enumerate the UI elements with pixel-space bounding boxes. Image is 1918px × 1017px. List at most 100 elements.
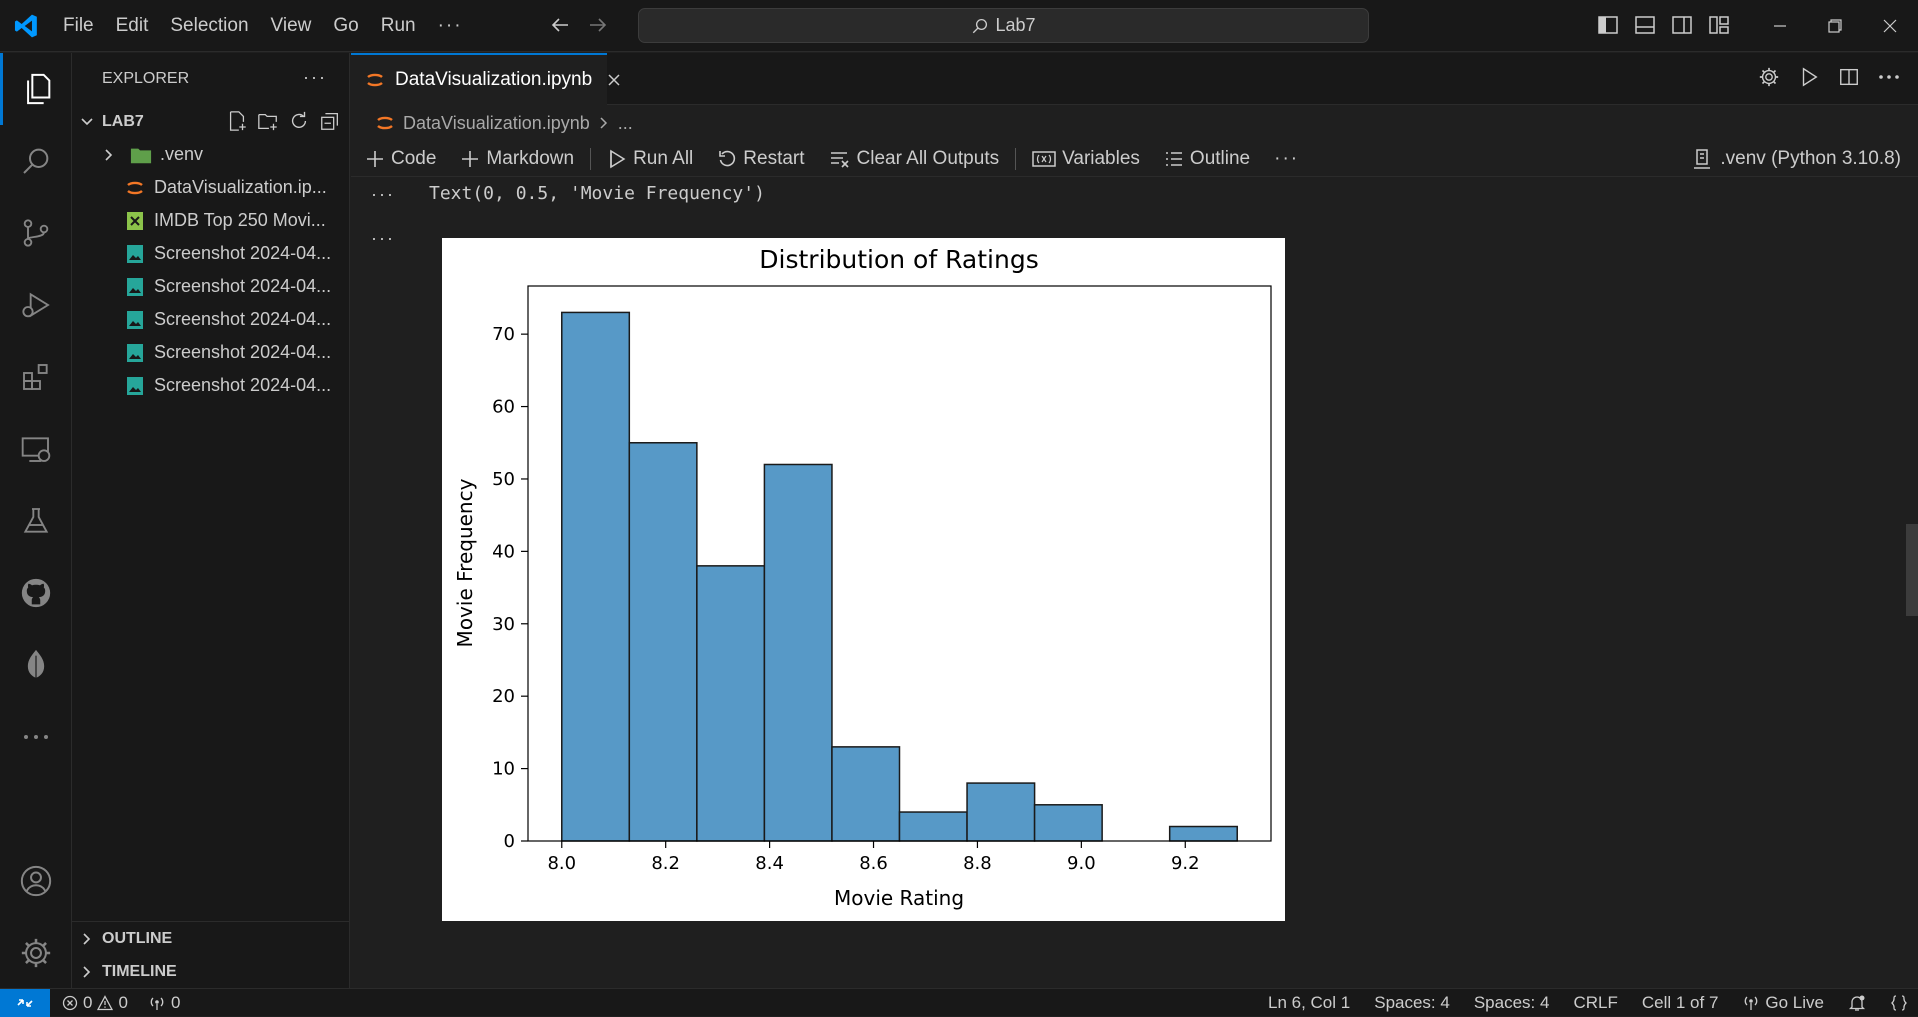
minimize-button[interactable] bbox=[1752, 0, 1807, 52]
more-views-icon[interactable] bbox=[0, 701, 72, 773]
histogram-bar bbox=[628, 442, 698, 842]
warning-icon bbox=[97, 995, 114, 1011]
restore-button[interactable] bbox=[1807, 0, 1862, 52]
outline-button[interactable]: Outline bbox=[1164, 148, 1250, 170]
toggle-primary-sidebar-icon[interactable] bbox=[1596, 13, 1620, 37]
new-folder-icon[interactable] bbox=[257, 110, 279, 132]
ports-status[interactable]: 0 bbox=[148, 993, 180, 1013]
histogram-output: Distribution of Ratings 8.0 8.2 8.4 8.6 8.8 9… bbox=[442, 238, 1285, 921]
breadcrumb-file[interactable]: DataVisualization.ipynb bbox=[403, 112, 590, 133]
remote-explorer-icon[interactable] bbox=[0, 413, 72, 485]
tree-item-excel[interactable]: IMDB Top 250 Movi... bbox=[72, 204, 349, 237]
menu-more-button[interactable]: ··· bbox=[437, 14, 463, 36]
problems-status[interactable]: 0 0 bbox=[62, 993, 128, 1013]
remote-indicator-icon[interactable] bbox=[0, 989, 50, 1017]
histogram-bar bbox=[898, 811, 968, 842]
run-debug-icon[interactable] bbox=[0, 269, 72, 341]
toolbar-more-button[interactable]: ··· bbox=[1274, 148, 1299, 170]
add-markdown-cell-button[interactable]: Markdown bbox=[460, 148, 574, 170]
explorer-header: EXPLORER ··· bbox=[72, 53, 349, 105]
toggle-panel-icon[interactable] bbox=[1633, 13, 1657, 37]
braces-icon[interactable] bbox=[1890, 994, 1908, 1012]
explorer-icon[interactable] bbox=[0, 53, 72, 125]
menu-run[interactable]: Run bbox=[380, 14, 416, 36]
toggle-secondary-sidebar-icon[interactable] bbox=[1670, 13, 1694, 37]
accounts-icon[interactable] bbox=[0, 845, 72, 917]
collapse-all-icon[interactable] bbox=[319, 110, 341, 132]
menu-file[interactable]: File bbox=[63, 14, 94, 36]
notebook-settings-gear-icon[interactable] bbox=[1758, 66, 1780, 88]
breadcrumb-symbol[interactable]: ... bbox=[617, 112, 633, 133]
run-all-button[interactable]: Run All bbox=[607, 148, 693, 170]
add-code-cell-button[interactable]: Code bbox=[365, 148, 436, 170]
tree-item-notebook[interactable]: DataVisualization.ip... bbox=[72, 171, 349, 204]
scrollbar-thumb[interactable] bbox=[1906, 524, 1918, 616]
search-view-icon[interactable] bbox=[0, 125, 72, 197]
x-tick-label: 8.4 bbox=[755, 853, 784, 874]
chevron-right-icon bbox=[96, 147, 122, 163]
menu-view[interactable]: View bbox=[270, 14, 312, 36]
outline-section-header[interactable]: OUTLINE bbox=[72, 922, 349, 955]
plus-icon bbox=[365, 149, 385, 169]
restart-label: Restart bbox=[743, 147, 805, 169]
histogram-bar bbox=[1033, 804, 1103, 842]
testing-icon[interactable] bbox=[0, 485, 72, 557]
command-center-label: Lab7 bbox=[995, 15, 1036, 35]
histogram-bar bbox=[966, 782, 1036, 842]
kernel-picker[interactable]: .venv (Python 3.10.8) bbox=[1692, 148, 1901, 170]
indentation-status[interactable]: Spaces: 4 bbox=[1374, 993, 1450, 1012]
tree-item-screenshot[interactable]: Screenshot 2024-04... bbox=[72, 369, 349, 402]
cursor-position[interactable]: Ln 6, Col 1 bbox=[1268, 993, 1351, 1012]
tree-item-venv[interactable]: .venv bbox=[72, 138, 349, 171]
folder-name: LAB7 bbox=[102, 112, 144, 130]
customize-layout-icon[interactable] bbox=[1707, 13, 1731, 37]
end-of-line-status[interactable]: CRLF bbox=[1573, 993, 1618, 1012]
forward-arrow-icon[interactable] bbox=[586, 12, 610, 38]
tree-item-label: Screenshot 2024-04... bbox=[154, 342, 332, 362]
run-play-icon[interactable] bbox=[1798, 66, 1820, 88]
extensions-icon[interactable] bbox=[0, 341, 72, 413]
tree-item-screenshot[interactable]: Screenshot 2024-04... bbox=[72, 237, 349, 270]
notifications-bell-icon[interactable] bbox=[1848, 994, 1866, 1012]
output-more-button[interactable]: ··· bbox=[371, 184, 395, 204]
tree-item-screenshot[interactable]: Screenshot 2024-04... bbox=[72, 336, 349, 369]
x-tick-label: 9.2 bbox=[1171, 853, 1200, 874]
indentation-status-secondary[interactable]: Spaces: 4 bbox=[1473, 993, 1550, 1012]
manage-gear-icon[interactable] bbox=[0, 917, 72, 989]
go-live-button[interactable]: Go Live bbox=[1742, 993, 1824, 1013]
github-icon[interactable] bbox=[0, 557, 72, 629]
image-icon bbox=[122, 310, 148, 330]
tree-item-label: Screenshot 2024-04... bbox=[154, 375, 332, 395]
notebook-toolbar: Code Markdown Run All Restart Clear All … bbox=[351, 141, 1918, 177]
menu-selection[interactable]: Selection bbox=[170, 14, 249, 36]
menu-edit[interactable]: Edit bbox=[115, 14, 149, 36]
refresh-icon[interactable] bbox=[288, 110, 310, 132]
tree-item-screenshot[interactable]: Screenshot 2024-04... bbox=[72, 270, 349, 303]
excel-icon bbox=[122, 211, 148, 231]
menu-go[interactable]: Go bbox=[333, 14, 359, 36]
more-actions-icon[interactable] bbox=[1878, 74, 1900, 80]
chevron-right-icon bbox=[72, 931, 102, 947]
split-editor-icon[interactable] bbox=[1838, 66, 1860, 88]
folder-header-lab7[interactable]: LAB7 bbox=[72, 105, 349, 138]
timeline-section-header[interactable]: TIMELINE bbox=[72, 955, 349, 988]
toolbar-divider bbox=[590, 147, 592, 170]
close-tab-icon[interactable] bbox=[606, 72, 622, 88]
command-center-search[interactable]: Lab7 bbox=[638, 8, 1369, 43]
new-file-icon[interactable] bbox=[226, 110, 248, 132]
mongodb-leaf-icon[interactable] bbox=[0, 629, 72, 701]
back-arrow-icon[interactable] bbox=[548, 12, 572, 38]
tree-item-label: IMDB Top 250 Movi... bbox=[154, 210, 326, 230]
close-window-button[interactable] bbox=[1862, 0, 1917, 52]
explorer-more-button[interactable]: ··· bbox=[303, 67, 327, 87]
clear-all-outputs-button[interactable]: Clear All Outputs bbox=[829, 148, 999, 170]
output-more-button[interactable]: ··· bbox=[371, 228, 395, 248]
tab-datavisualization[interactable]: DataVisualization.ipynb bbox=[351, 53, 620, 105]
list-icon bbox=[1164, 149, 1184, 169]
tree-item-screenshot[interactable]: Screenshot 2024-04... bbox=[72, 303, 349, 336]
restart-button[interactable]: Restart bbox=[717, 147, 805, 170]
cell-status[interactable]: Cell 1 of 7 bbox=[1641, 993, 1719, 1012]
source-control-icon[interactable] bbox=[0, 197, 72, 269]
tab-label: DataVisualization.ipynb bbox=[395, 69, 593, 90]
variables-button[interactable]: Variables bbox=[1032, 148, 1140, 170]
